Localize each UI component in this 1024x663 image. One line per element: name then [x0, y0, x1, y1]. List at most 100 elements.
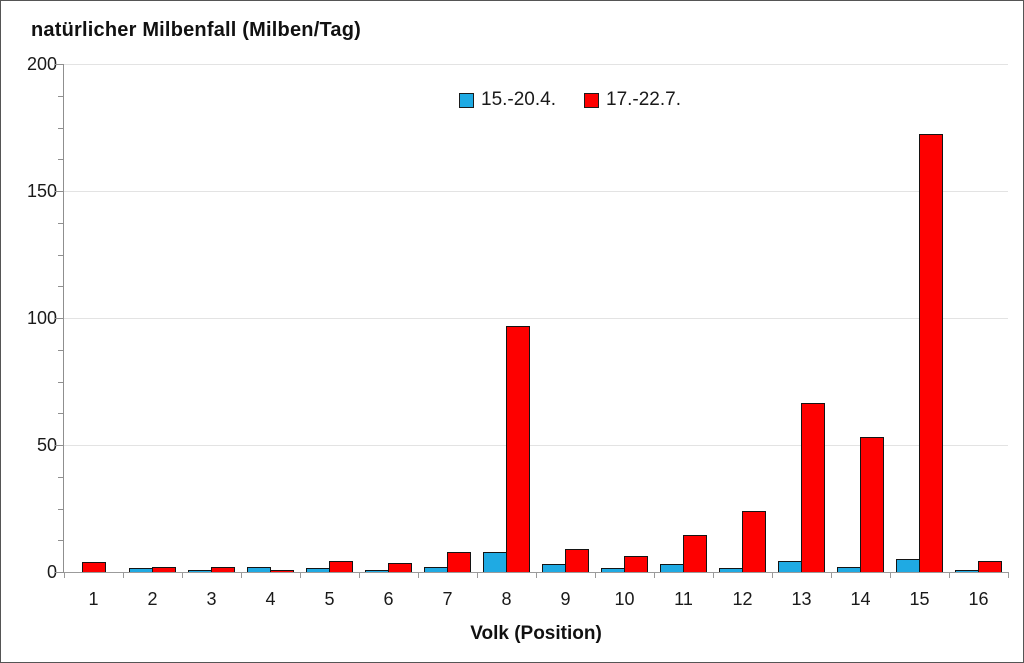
chart-title: natürlicher Milbenfall (Milben/Tag): [31, 19, 361, 41]
legend-swatch-blue: [459, 92, 474, 108]
bar-group-5: [300, 64, 359, 572]
y-minor-tick-112.5: [58, 286, 64, 288]
bar-group-9: [536, 64, 595, 572]
bar-series2-cat15: [918, 133, 943, 572]
bar-group-3: [182, 64, 241, 572]
y-tick-label-50: 50: [36, 435, 57, 455]
bar-group-10: [595, 64, 654, 572]
bar-series1-cat9: [542, 564, 567, 572]
bar-series2-cat10: [623, 555, 648, 572]
x-tick-label-11: 11: [674, 589, 693, 609]
bar-series2-cat14: [859, 437, 884, 572]
x-tick-label-13: 13: [791, 589, 812, 609]
x-tick-5: [359, 572, 360, 578]
bar-series2-cat13: [800, 403, 825, 572]
x-tick-label-7: 7: [442, 589, 453, 609]
bar-group-1: [64, 64, 123, 572]
x-tick-label-5: 5: [324, 589, 335, 609]
x-tick-label-16: 16: [968, 589, 989, 609]
bar-group-16: [949, 64, 1008, 572]
y-major-tick-50: [55, 445, 64, 446]
bar-series2-cat12: [741, 511, 766, 572]
gridline-y-150: [64, 191, 1008, 192]
x-tick-14: [890, 572, 891, 578]
x-tick-label-14: 14: [850, 589, 871, 609]
y-minor-tick-25: [58, 508, 64, 510]
y-minor-tick-175: [58, 127, 64, 129]
x-tick-11: [713, 572, 714, 578]
bar-group-8: [477, 64, 536, 572]
bar-series1-cat15: [896, 559, 921, 572]
x-tick-8: [536, 572, 537, 578]
x-tick-1: [123, 572, 124, 578]
legend-label-series2: 17.-22.7.: [606, 89, 681, 110]
bar-series2-cat2: [151, 566, 176, 572]
x-tick-label-9: 9: [560, 589, 571, 609]
plot-area: [55, 64, 1009, 578]
x-axis-title: Volk (Position): [470, 623, 602, 644]
x-tick-label-12: 12: [732, 589, 753, 609]
bar-series2-cat3: [210, 566, 235, 572]
y-major-tick-0: [55, 572, 64, 573]
x-tick-2: [182, 572, 183, 578]
bar-group-11: [654, 64, 713, 572]
bar-series2-cat9: [564, 549, 589, 572]
bar-series2-cat5: [328, 560, 353, 572]
y-minor-tick-162.5: [58, 159, 64, 161]
bar-series1-cat8: [483, 551, 508, 572]
bar-group-7: [418, 64, 477, 572]
bar-series2-cat1: [81, 561, 106, 572]
bar-series1-cat11: [660, 564, 685, 572]
bar-series2-cat4: [269, 570, 294, 572]
bar-series2-cat11: [682, 535, 707, 572]
y-minor-tick-187.5: [58, 95, 64, 97]
y-minor-tick-12.5: [58, 540, 64, 542]
bar-group-2: [123, 64, 182, 572]
x-tick-label-15: 15: [909, 589, 930, 609]
x-tick-7: [477, 572, 478, 578]
y-minor-tick-37.5: [58, 476, 64, 478]
bar-group-13: [772, 64, 831, 572]
y-tick-label-100: 100: [26, 308, 57, 328]
bar-group-12: [713, 64, 772, 572]
x-tick-0: [64, 572, 65, 578]
x-tick-15: [949, 572, 950, 578]
y-minor-tick-75: [58, 381, 64, 383]
y-major-tick-200: [55, 64, 64, 65]
y-tick-label-0: 0: [46, 562, 57, 582]
x-tick-label-2: 2: [147, 589, 158, 609]
bar-series2-cat8: [505, 325, 530, 572]
x-tick-4: [300, 572, 301, 578]
legend: 15.-20.4. 17.-22.7.: [459, 89, 681, 111]
x-tick-label-1: 1: [88, 589, 99, 609]
x-tick-label-6: 6: [383, 589, 394, 609]
gridline-y-200: [64, 64, 1008, 65]
y-major-tick-150: [55, 191, 64, 192]
x-tick-16: [1008, 572, 1009, 578]
bar-group-4: [241, 64, 300, 572]
legend-item-series2: 17.-22.7.: [584, 89, 681, 111]
x-tick-label-10: 10: [614, 589, 635, 609]
bar-series2-cat16: [977, 560, 1002, 572]
x-tick-9: [595, 572, 596, 578]
bar-group-14: [831, 64, 890, 572]
x-tick-12: [772, 572, 773, 578]
legend-item-series1: 15.-20.4.: [459, 89, 556, 111]
gridline-y-100: [64, 318, 1008, 319]
x-tick-label-8: 8: [501, 589, 512, 609]
x-tick-10: [654, 572, 655, 578]
bar-series2-cat7: [446, 551, 471, 572]
legend-label-series1: 15.-20.4.: [481, 89, 556, 110]
y-minor-tick-137.5: [58, 222, 64, 224]
gridline-y-50: [64, 445, 1008, 446]
x-tick-label-4: 4: [265, 589, 276, 609]
bar-series1-cat13: [778, 560, 803, 572]
bar-series2-cat6: [387, 563, 412, 572]
bar-series1-cat4: [247, 566, 272, 572]
y-major-tick-100: [55, 318, 64, 319]
y-minor-tick-125: [58, 254, 64, 256]
x-tick-6: [418, 572, 419, 578]
x-tick-13: [831, 572, 832, 578]
bar-group-15: [890, 64, 949, 572]
